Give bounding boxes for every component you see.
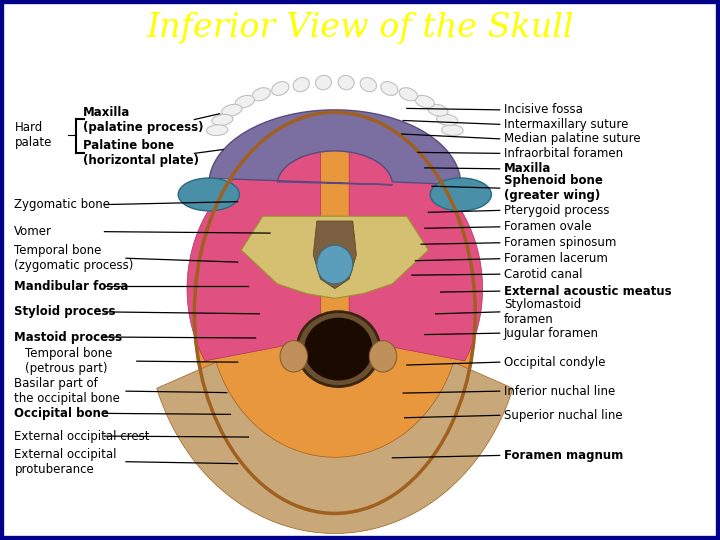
Text: External acoustic meatus: External acoustic meatus [504,285,672,298]
Polygon shape [157,362,513,534]
Text: Maxilla
(palatine process): Maxilla (palatine process) [83,105,203,133]
Ellipse shape [369,341,397,372]
Ellipse shape [297,312,380,387]
Text: External occipital
protuberance: External occipital protuberance [14,448,117,476]
Text: Incisive fossa: Incisive fossa [504,103,583,116]
Ellipse shape [400,87,418,101]
Text: Foramen lacerum: Foramen lacerum [504,252,608,265]
Ellipse shape [315,76,331,90]
Text: Sphenoid bone
(greater wing): Sphenoid bone (greater wing) [504,174,603,202]
Ellipse shape [207,125,228,136]
Polygon shape [187,144,320,361]
Ellipse shape [194,112,475,514]
Ellipse shape [338,76,354,90]
Ellipse shape [252,87,270,101]
Text: Mandibular fossa: Mandibular fossa [14,280,129,293]
Ellipse shape [222,104,242,116]
Text: Styloid process: Styloid process [14,306,116,319]
Text: Median palatine suture: Median palatine suture [504,132,641,145]
Text: Basilar part of
the occipital bone: Basilar part of the occipital bone [14,377,120,405]
Text: Intermaxillary suture: Intermaxillary suture [504,118,629,131]
Text: Occipital condyle: Occipital condyle [504,356,606,369]
Text: Inferior View of the Skull: Inferior View of the Skull [146,12,574,44]
Text: Temporal bone
(petrous part): Temporal bone (petrous part) [25,347,112,375]
Ellipse shape [280,341,307,372]
Polygon shape [241,216,428,298]
Polygon shape [349,144,482,361]
Text: Carotid canal: Carotid canal [504,268,582,281]
Text: Infraorbital foramen: Infraorbital foramen [504,147,623,160]
Text: Palatine bone
(horizontal plate): Palatine bone (horizontal plate) [83,139,199,167]
Text: Jugular foramen: Jugular foramen [504,327,599,340]
Text: External occipital crest: External occipital crest [14,430,150,443]
Text: Occipital bone: Occipital bone [14,407,109,420]
Text: Zygomatic bone: Zygomatic bone [14,198,110,211]
Ellipse shape [415,96,434,108]
Text: Mastoid process: Mastoid process [14,330,122,343]
Text: Foramen ovale: Foramen ovale [504,220,592,233]
Ellipse shape [212,114,233,125]
Text: Vomer: Vomer [14,225,53,238]
Ellipse shape [179,178,239,211]
Polygon shape [210,110,461,185]
Ellipse shape [431,178,492,211]
Ellipse shape [235,96,255,108]
Text: Inferior nuchal line: Inferior nuchal line [504,384,616,397]
Text: Pterygoid process: Pterygoid process [504,204,610,217]
Ellipse shape [317,245,353,284]
Ellipse shape [360,77,377,92]
Text: Temporal bone
(zygomatic process): Temporal bone (zygomatic process) [14,244,134,272]
Text: Hard
palate: Hard palate [14,121,52,149]
Ellipse shape [381,82,398,96]
Text: Superior nuchal line: Superior nuchal line [504,409,623,422]
Text: Foramen magnum: Foramen magnum [504,449,624,462]
Ellipse shape [428,104,448,116]
Polygon shape [313,221,356,289]
Ellipse shape [271,82,289,96]
Text: Stylomastoid
foramen: Stylomastoid foramen [504,298,581,326]
Ellipse shape [436,114,458,125]
Text: Foramen spinosum: Foramen spinosum [504,237,616,249]
Ellipse shape [293,77,310,92]
Text: Maxilla: Maxilla [504,163,552,176]
Ellipse shape [441,125,463,136]
Ellipse shape [305,318,373,381]
